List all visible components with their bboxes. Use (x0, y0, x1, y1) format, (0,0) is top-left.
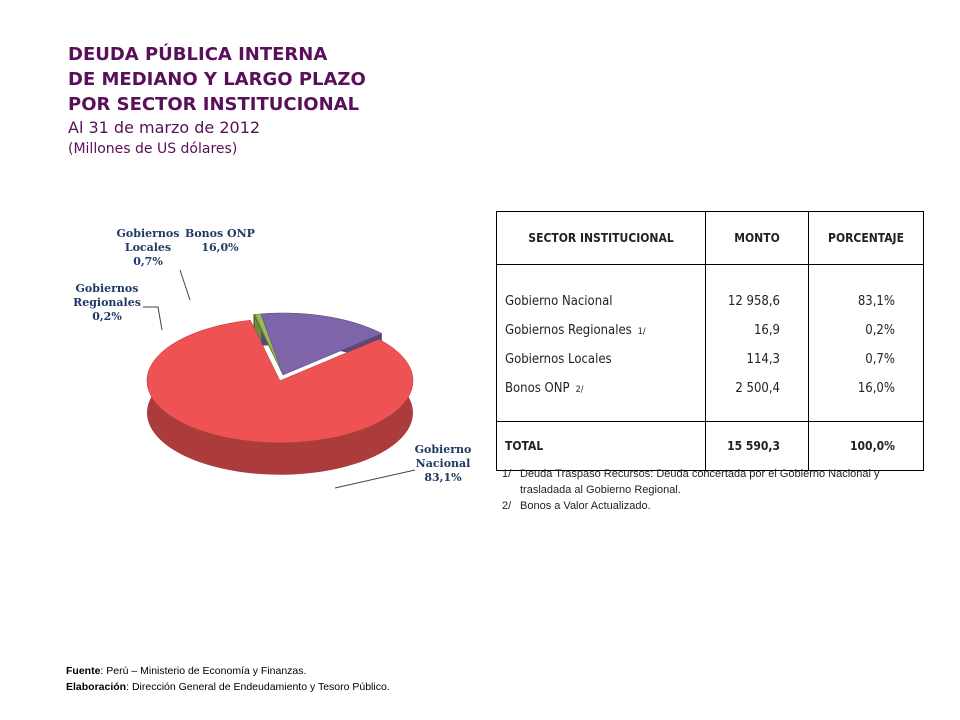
units: (Millones de US dólares) (68, 141, 238, 157)
source: Fuente: Perú – Ministerio de Economía y … (66, 665, 306, 677)
date: Al 31 de marzo de 2012 (68, 118, 261, 137)
monto: 16,9 (705, 316, 809, 345)
note: 2/Bonos a Valor Actualizado. (502, 498, 902, 514)
table-row: Bonos ONP 2/2 500,4 16,0% (496, 374, 924, 422)
made: Elaboración: Dirección General de Endeud… (66, 681, 390, 693)
table-row: Gobiernos Regionales 1/16,9 0,2% (496, 316, 924, 345)
sector: Gobierno Nacional (505, 294, 613, 309)
leader (143, 306, 163, 331)
porcentaje: 16,0% (808, 374, 924, 422)
porcentaje: 0,2% (808, 316, 924, 345)
slice-name: Bonos ONP (185, 227, 255, 240)
slice-label: Gobierno Nacional 83,1% (408, 443, 478, 485)
monto: 2 500,4 (705, 374, 809, 422)
made-label: Elaboración (66, 681, 127, 693)
leader (179, 269, 191, 301)
note-text: Bonos a Valor Actualizado. (520, 500, 651, 512)
source-label: Fuente (66, 665, 101, 677)
sector-cell: Gobiernos Locales (496, 345, 706, 374)
porcentaje: 83,1% (808, 264, 924, 316)
note-ref: 2/ (575, 385, 584, 395)
slice-label: Gobiernos Regionales 0,2% (62, 282, 152, 324)
notes: 1/Deuda Traspaso Recursos: Deuda concert… (502, 466, 902, 514)
total-label: TOTAL (496, 421, 706, 471)
sector-cell: Bonos ONP 2/ (496, 374, 706, 422)
header-cell: PORCENTAJE (808, 211, 924, 265)
slice-label: Gobiernos Locales 0,7% (108, 227, 188, 269)
porcentaje: 0,7% (808, 345, 924, 374)
slice-value: 83,1% (424, 471, 462, 484)
slice-name: Gobierno Nacional (414, 443, 472, 470)
leader-lines (143, 269, 416, 489)
leader (334, 469, 416, 489)
note-text: Deuda Traspaso Recursos: Deuda concertad… (520, 468, 880, 496)
note-mark: 2/ (502, 500, 512, 512)
title: DEUDA PÚBLICA INTERNA (68, 44, 328, 65)
monto: 12 958,6 (705, 264, 809, 316)
monto: 114,3 (705, 345, 809, 374)
pie-chart (143, 269, 416, 489)
source-text: : Perú – Ministerio de Economía y Finanz… (100, 665, 307, 677)
slice-value: 16,0% (201, 241, 239, 254)
total-pct: 100,0% (808, 421, 924, 471)
slice-value: 0,7% (133, 255, 163, 268)
sector: Gobiernos Regionales (505, 323, 632, 338)
title: DE MEDIANO Y LARGO PLAZO (68, 69, 366, 90)
note-ref: 1/ (637, 327, 646, 337)
sector-cell: Gobierno Nacional (496, 264, 706, 316)
sector: Gobiernos Locales (505, 352, 612, 367)
header-cell: SECTOR INSTITUCIONAL (496, 211, 706, 265)
sector: Bonos ONP (505, 381, 570, 396)
data-table: SECTOR INSTITUCIONAL MONTO PORCENTAJE Go… (496, 211, 924, 471)
table-row: Gobiernos Locales 114,3 0,7% (496, 345, 924, 374)
pie-slice (146, 320, 414, 443)
slice-value: 0,2% (92, 310, 122, 323)
pie-slice (260, 312, 383, 376)
slice-name: Gobiernos Regionales (73, 282, 141, 309)
table-row: Gobierno Nacional 12 958,6 83,1% (496, 264, 924, 316)
note: 1/Deuda Traspaso Recursos: Deuda concert… (502, 466, 902, 498)
slice-name: Gobiernos Locales (116, 227, 180, 254)
title: POR SECTOR INSTITUCIONAL (68, 94, 360, 115)
note-mark: 1/ (502, 468, 512, 480)
total-monto: 15 590,3 (705, 421, 809, 471)
header-cell: MONTO (705, 211, 809, 265)
sector-cell: Gobiernos Regionales 1/ (496, 316, 706, 345)
slice-label: Bonos ONP 16,0% (180, 227, 260, 255)
made-text: : Dirección General de Endeudamiento y T… (126, 681, 390, 693)
